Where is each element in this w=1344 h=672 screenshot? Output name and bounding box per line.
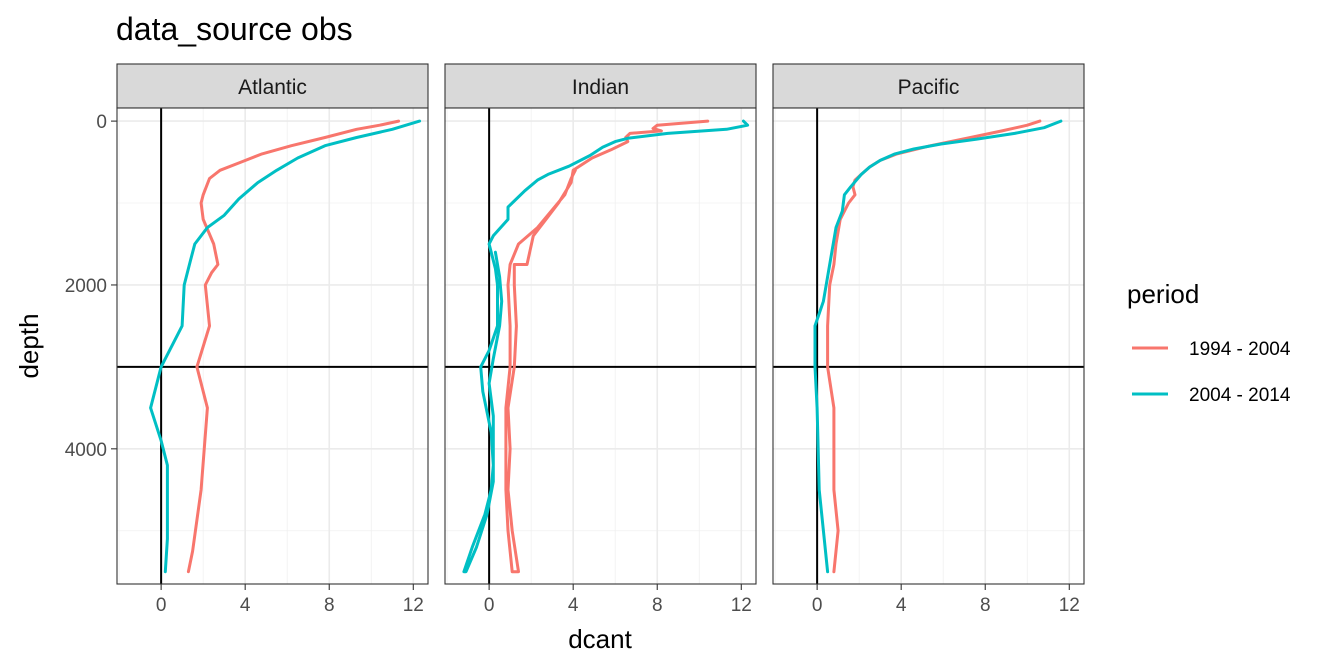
x-tick-label: 12 [1059, 595, 1080, 616]
x-axis-title: dcant [568, 624, 632, 654]
x-tick-label: 8 [980, 595, 991, 616]
series-line-1994-2004 [504, 119, 710, 574]
series-line-2004-2014 [813, 119, 1063, 574]
facet-strip [116, 63, 429, 109]
facet-label: Atlantic [238, 76, 307, 99]
series-line-2004-2014 [462, 119, 750, 574]
x-tick-label: 12 [403, 595, 424, 616]
x-tick-label: 8 [652, 595, 663, 616]
x-tick-label: 4 [896, 595, 907, 616]
facet-strip [772, 63, 1085, 109]
legend: period 1994 - 2004 2004 - 2014 [1127, 279, 1291, 406]
legend-entry: 1994 - 2004 [1132, 339, 1291, 360]
x-tick-label: 8 [324, 595, 335, 616]
x-tick-label: 4 [568, 595, 579, 616]
panel-border [116, 107, 429, 585]
legend-label: 1994 - 2004 [1189, 339, 1291, 360]
series-line-1994-2004 [186, 119, 401, 574]
panel-background [773, 108, 1084, 584]
panel-background [117, 108, 428, 584]
y-tick-label: 2000 [65, 276, 107, 297]
y-axis-title: depth [14, 313, 44, 378]
legend-title: period [1127, 279, 1199, 309]
x-tick-label: 12 [731, 595, 752, 616]
x-tick-label: 0 [484, 595, 495, 616]
chart-title: data_source obs [116, 11, 353, 47]
legend-entries: 1994 - 2004 2004 - 2014 [1132, 339, 1291, 406]
x-tick-label: 0 [156, 595, 167, 616]
series-line-2004-2014 [149, 119, 422, 574]
x-tick-label: 0 [812, 595, 823, 616]
legend-entry: 2004 - 2014 [1132, 385, 1291, 406]
panel-pacific: Pacific 0 4 8 12 [772, 63, 1085, 616]
facet-strip [444, 63, 757, 109]
y-tick-label: 0 [96, 112, 107, 133]
panel-indian: Indian 0 4 8 12 [444, 63, 757, 616]
facet-label: Pacific [898, 76, 960, 99]
facet-label: Indian [572, 76, 629, 99]
panel-atlantic: Atlantic 0 4 8 12 0 2000 4000 [65, 63, 429, 616]
x-tick-label: 4 [240, 595, 251, 616]
legend-label: 2004 - 2014 [1189, 385, 1291, 406]
panel-border [444, 107, 757, 585]
panel-border [772, 107, 1085, 585]
y-tick-label: 4000 [65, 440, 107, 461]
